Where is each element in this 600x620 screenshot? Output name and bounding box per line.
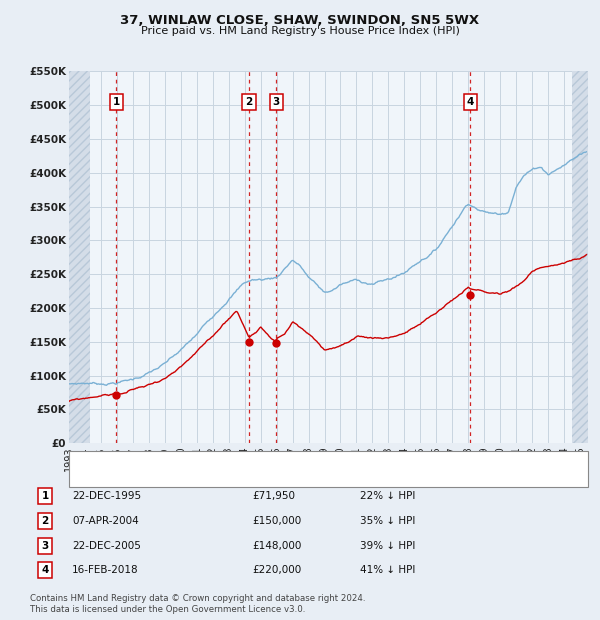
Bar	[69, 71, 90, 443]
Text: 22-DEC-1995: 22-DEC-1995	[72, 491, 141, 501]
Text: 41% ↓ HPI: 41% ↓ HPI	[360, 565, 415, 575]
Text: 39% ↓ HPI: 39% ↓ HPI	[360, 541, 415, 551]
Text: 35% ↓ HPI: 35% ↓ HPI	[360, 516, 415, 526]
Text: 07-APR-2004: 07-APR-2004	[72, 516, 139, 526]
Text: 1: 1	[113, 97, 120, 107]
Text: 4: 4	[41, 565, 49, 575]
Text: £150,000: £150,000	[252, 516, 301, 526]
Text: 22% ↓ HPI: 22% ↓ HPI	[360, 491, 415, 501]
Text: 16-FEB-2018: 16-FEB-2018	[72, 565, 139, 575]
Text: £71,950: £71,950	[252, 491, 295, 501]
Text: Price paid vs. HM Land Registry's House Price Index (HPI): Price paid vs. HM Land Registry's House …	[140, 26, 460, 36]
Text: 3: 3	[41, 541, 49, 551]
Text: HPI: Average price, detached house, Swindon: HPI: Average price, detached house, Swin…	[107, 472, 329, 483]
Text: 1: 1	[41, 491, 49, 501]
Text: £148,000: £148,000	[252, 541, 301, 551]
Text: 4: 4	[466, 97, 474, 107]
Bar	[572, 71, 588, 443]
Text: 37, WINLAW CLOSE, SHAW, SWINDON, SN5 5WX (detached house): 37, WINLAW CLOSE, SHAW, SWINDON, SN5 5WX…	[107, 456, 433, 466]
Text: 37, WINLAW CLOSE, SHAW, SWINDON, SN5 5WX: 37, WINLAW CLOSE, SHAW, SWINDON, SN5 5WX	[121, 14, 479, 27]
Text: £220,000: £220,000	[252, 565, 301, 575]
Text: 3: 3	[272, 97, 280, 107]
Text: 22-DEC-2005: 22-DEC-2005	[72, 541, 141, 551]
Text: 2: 2	[41, 516, 49, 526]
Text: 2: 2	[245, 97, 253, 107]
Text: Contains HM Land Registry data © Crown copyright and database right 2024.
This d: Contains HM Land Registry data © Crown c…	[30, 595, 365, 614]
